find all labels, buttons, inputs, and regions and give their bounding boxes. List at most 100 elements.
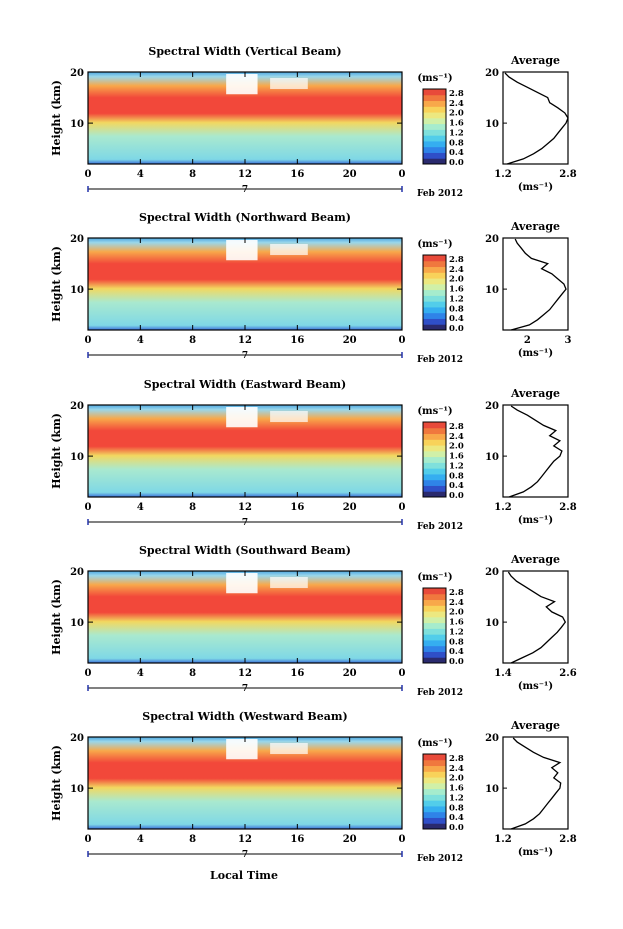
- colorbar-swatch: [423, 260, 446, 268]
- colorbar-tick-label: 1.6: [449, 452, 464, 462]
- x-tick-label: 20: [343, 668, 357, 679]
- colorbar-swatch: [423, 468, 446, 475]
- colorbar-frame: [422, 587, 447, 664]
- average-y-tick-label: 10: [485, 784, 499, 795]
- date-marker: 7: [242, 850, 248, 860]
- colorbar-unit: (ms⁻¹): [417, 73, 452, 84]
- colorbar-tick-label: 0.4: [449, 813, 464, 823]
- colorbar-frame: [422, 421, 447, 498]
- colorbar-tick-label: 0.8: [449, 803, 464, 813]
- colorbar-swatch: [423, 283, 446, 291]
- x-tick-label: 8: [189, 502, 196, 513]
- colorbar-swatch: [423, 433, 446, 440]
- colorbar-tick-label: 1.6: [449, 285, 464, 295]
- x-tick-label: 16: [290, 502, 304, 513]
- colorbar-swatch: [423, 439, 446, 446]
- average-frame: [502, 570, 569, 664]
- colorbar-tick-label: 2.8: [449, 89, 464, 99]
- colorbar-tick-label: 2.0: [449, 442, 464, 452]
- panel-title: Spectral Width (Eastward Beam): [144, 378, 346, 391]
- colorbar-tick-label: 1.2: [449, 294, 464, 304]
- panel-3: Spectral Width (Eastward Beam) 20 10 Height…: [50, 378, 577, 532]
- colorbar-swatch: [423, 427, 446, 435]
- y-tick-label: 10: [70, 119, 84, 130]
- y-tick-label: 10: [70, 618, 84, 629]
- colorbar-tick-label: 2.4: [449, 265, 464, 275]
- heatmap-gap: [270, 577, 308, 589]
- x-tick-label: 20: [343, 834, 357, 845]
- colorbar-swatch: [423, 266, 446, 273]
- average-y-tick-label: 10: [485, 285, 499, 296]
- average-x-label: (ms⁻¹): [518, 182, 553, 193]
- colorbar-tick-label: 1.6: [449, 618, 464, 628]
- y-tick-label: 20: [70, 401, 84, 412]
- x-tick-label: 12: [238, 335, 252, 346]
- average-x-tick-label: 1.2: [494, 834, 511, 845]
- heatmap-gap: [226, 739, 258, 760]
- colorbar-swatch: [423, 462, 446, 469]
- average-x-tick-label: 2.8: [559, 169, 576, 180]
- average-frame: [502, 404, 569, 498]
- colorbar-swatch: [423, 106, 446, 113]
- average-x-tick-label: 2.8: [559, 834, 576, 845]
- colorbar-swatch: [423, 301, 446, 308]
- colorbar-swatch: [423, 272, 446, 279]
- y-axis-label: Height (km): [50, 413, 63, 489]
- x-tick-label: 0: [399, 668, 406, 679]
- colorbar-tick-label: 1.6: [449, 119, 464, 129]
- panels: Spectral Width (Vertical Beam)2010Height…: [50, 45, 577, 864]
- colorbar-swatch: [423, 146, 446, 153]
- date-marker: 7: [242, 518, 248, 528]
- date-marker: 7: [242, 684, 248, 694]
- x-tick-label: 20: [343, 335, 357, 346]
- colorbar-tick-label: 2.8: [449, 754, 464, 764]
- colorbar-swatch: [423, 295, 446, 302]
- x-tick-label: 4: [137, 834, 144, 845]
- colorbar-swatch: [423, 485, 446, 492]
- colorbar-tick-label: 1.2: [449, 128, 464, 138]
- colorbar-tick-label: 2.0: [449, 774, 464, 784]
- average-profile-line: [510, 737, 562, 830]
- colorbar-tick-label: 2.8: [449, 422, 464, 432]
- x-tick-label: 0: [85, 169, 92, 180]
- x-tick-label: 8: [189, 169, 196, 180]
- colorbar-swatch: [423, 100, 446, 107]
- colorbar-swatch: [423, 450, 446, 458]
- colorbar-swatch: [423, 152, 446, 159]
- average-frame: [502, 736, 569, 830]
- average-title: Average: [510, 54, 560, 67]
- heatmap-gap: [226, 240, 258, 261]
- x-tick-label: 0: [399, 169, 406, 180]
- y-tick-label: 20: [70, 567, 84, 578]
- colorbar-swatch: [423, 765, 446, 772]
- date-label: Feb 2012: [417, 189, 463, 199]
- colorbar-tick-label: 2.8: [449, 588, 464, 598]
- colorbar-tick-label: 0.8: [449, 637, 464, 647]
- y-tick-label: 20: [70, 68, 84, 79]
- average-title: Average: [510, 719, 560, 732]
- date-marker: 7: [242, 351, 248, 361]
- colorbar-swatch: [423, 324, 446, 331]
- date-marker: 7: [242, 185, 248, 195]
- heatmap-gap: [226, 573, 258, 594]
- x-tick-label: 16: [290, 169, 304, 180]
- colorbar-swatch: [423, 491, 446, 498]
- colorbar-swatch: [423, 628, 446, 635]
- colorbar-swatch: [423, 754, 446, 761]
- heatmap-gap: [270, 244, 308, 256]
- colorbar-unit: (ms⁻¹): [417, 239, 452, 250]
- colorbar-tick-label: 0.0: [449, 491, 464, 501]
- colorbar-tick-label: 0.0: [449, 657, 464, 667]
- colorbar-tick-label: 1.2: [449, 793, 464, 803]
- average-frame: [502, 71, 569, 165]
- colorbar-swatch: [423, 788, 446, 795]
- y-tick-label: 20: [70, 234, 84, 245]
- colorbar-swatch: [423, 117, 446, 125]
- average-title: Average: [510, 387, 560, 400]
- colorbar-swatch: [423, 112, 446, 119]
- colorbar-swatch: [423, 794, 446, 801]
- x-tick-label: 0: [399, 834, 406, 845]
- heatmap-gap: [270, 743, 308, 755]
- date-label: Feb 2012: [417, 522, 463, 532]
- colorbar-swatch: [423, 129, 446, 136]
